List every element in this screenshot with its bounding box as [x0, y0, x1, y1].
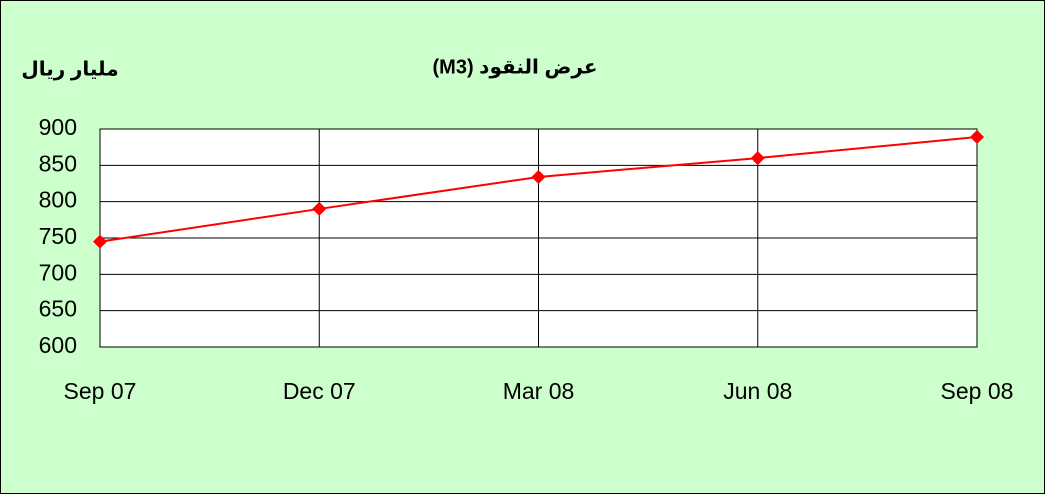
x-tick-label: Dec 07: [283, 378, 356, 404]
y-tick-label: 850: [39, 150, 77, 176]
y-tick-label: 750: [39, 223, 77, 249]
data-point: [531, 169, 546, 184]
data-point: [312, 201, 327, 216]
x-tick-label: Sep 07: [64, 378, 137, 404]
y-tick-label: 650: [39, 296, 77, 322]
x-tick-label: Mar 08: [503, 378, 575, 404]
y-tick-label: 800: [39, 187, 77, 213]
x-tick-label: Jun 08: [723, 378, 792, 404]
data-point: [970, 129, 984, 144]
x-tick-label: Sep 08: [941, 378, 1014, 404]
y-tick-label: 900: [39, 114, 77, 140]
y-axis-label: مليار ريال: [21, 58, 118, 80]
chart-title: عرض النقود (M3): [433, 56, 598, 78]
data-point: [93, 234, 107, 249]
y-tick-label: 600: [39, 332, 77, 358]
y-tick-label: 700: [39, 259, 77, 285]
data-point: [750, 151, 765, 166]
